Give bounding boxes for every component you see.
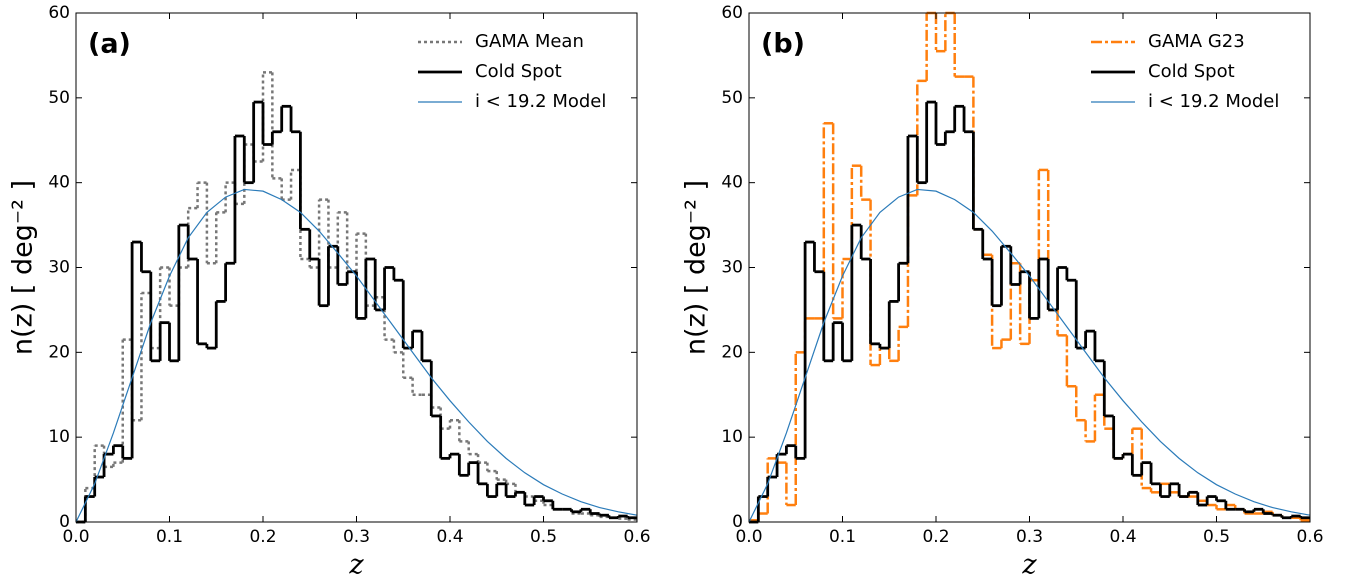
model-line — [748, 188, 1311, 523]
x-tick-label: 0.2 — [922, 527, 949, 547]
y-tick-label: 50 — [721, 88, 743, 108]
y-axis-title: n(z) [ deg⁻² ] — [681, 180, 712, 355]
x-tick-label: 0.3 — [343, 527, 370, 547]
x-tick-label: 0.1 — [829, 527, 856, 547]
x-axis-title: z — [348, 550, 364, 581]
x-tick-label: 0.0 — [735, 527, 762, 547]
x-tick-label: 0.5 — [530, 527, 557, 547]
y-axis-title: n(z) [ deg⁻² ] — [8, 180, 39, 355]
y-tick-label: 60 — [721, 3, 743, 23]
histogram-riser — [756, 102, 1303, 522]
histogram-riser — [83, 102, 630, 522]
x-tick-label: 0.4 — [436, 527, 463, 547]
x-tick-label: 0.3 — [1016, 527, 1043, 547]
x-axis-title: z — [1021, 550, 1037, 581]
legend-label: GAMA Mean — [475, 31, 584, 52]
legend-label: Cold Spot — [1148, 61, 1235, 82]
legend-label: Cold Spot — [475, 61, 562, 82]
x-tick-label: 0.4 — [1109, 527, 1136, 547]
y-tick-label: 60 — [48, 3, 70, 23]
legend-label: i < 19.2 Model — [1148, 91, 1279, 112]
y-tick-label: 40 — [48, 173, 70, 193]
panel-label: (b) — [761, 29, 805, 60]
legend-label: i < 19.2 Model — [475, 91, 606, 112]
y-tick-label: 10 — [48, 427, 70, 447]
model-line — [75, 188, 638, 523]
y-tick-label: 0 — [732, 512, 743, 532]
x-tick-label: 0.1 — [156, 527, 183, 547]
x-tick-label: 0.2 — [249, 527, 276, 547]
y-tick-label: 20 — [48, 342, 70, 362]
y-tick-label: 40 — [721, 173, 743, 193]
y-tick-label: 50 — [48, 88, 70, 108]
x-tick-label: 0.6 — [623, 527, 650, 547]
y-tick-label: 30 — [721, 258, 743, 278]
legend-label: GAMA G23 — [1148, 31, 1245, 52]
y-tick-label: 30 — [48, 258, 70, 278]
panel: 0 10 20 30 40 50 60 0.0 0.1 0.2 0.3 0.4 0.5 0.6 z n(z) … — [8, 3, 651, 581]
panel: 0 10 20 30 40 50 60 0.0 0.1 0.2 0.3 0.4 0.5 0.6 z n(z) … — [681, 3, 1324, 581]
panel-label: (a) — [88, 29, 131, 60]
x-tick-label: 0.0 — [62, 527, 89, 547]
x-tick-label: 0.5 — [1203, 527, 1230, 547]
x-tick-label: 0.6 — [1296, 527, 1323, 547]
histogram-riser — [757, 13, 1302, 521]
y-tick-label: 0 — [59, 512, 70, 532]
y-tick-label: 20 — [721, 342, 743, 362]
y-tick-label: 10 — [721, 427, 743, 447]
